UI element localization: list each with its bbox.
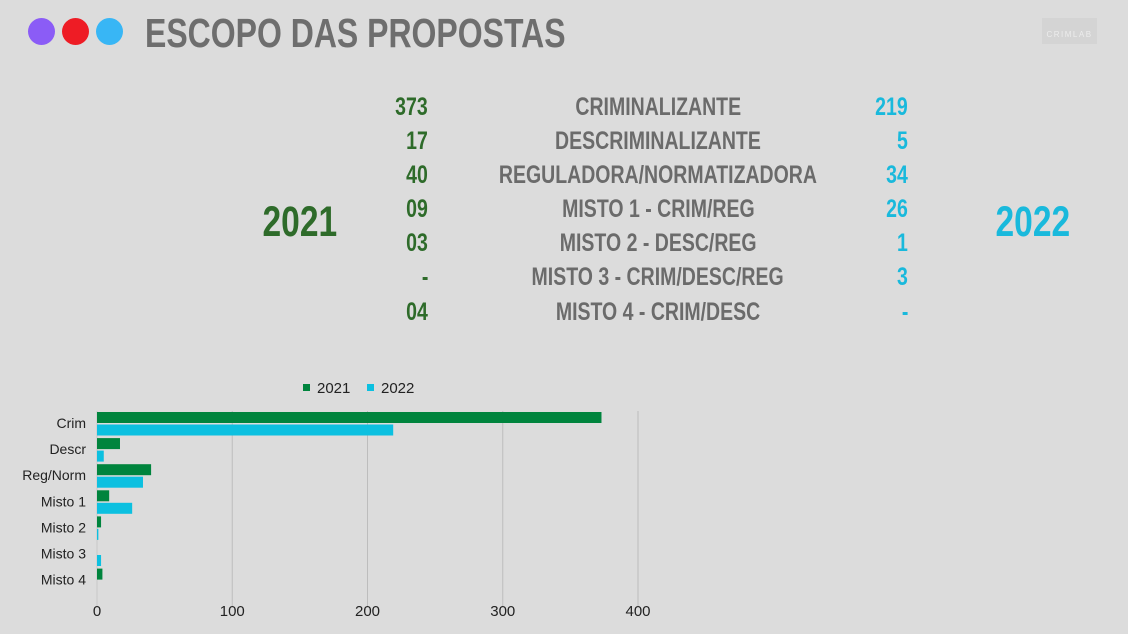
year-left: 2021 [262,198,338,246]
count-2022: 26 [886,195,908,223]
category-label: MISTO 3 - CRIM/DESC/REG [531,263,785,291]
count-2021: 373 [395,93,428,121]
blue-dot-icon [96,18,123,45]
bar-2021-Crim [97,412,602,423]
bar-chart: 0 100 200 300 400 Crim Descr Reg/Norm Misto 1 Mis… [22,380,650,620]
bar-2021-Misto 4 [97,568,103,580]
red-dot-icon [62,18,89,45]
page-title: ESCOPO DAS PROPOSTAS [145,10,566,56]
y-tick-label: Misto 1 [41,493,86,509]
category-label: DESCRIMINALIZANTE [555,127,761,155]
legend-swatch [303,384,310,391]
x-tick-label: 200 [355,603,380,620]
count-2021: 04 [406,298,428,326]
bar-2021-Misto 2 [97,516,102,528]
y-tick-label: Misto 4 [41,572,86,588]
x-tick-label: 400 [625,603,650,620]
y-tick-label: Misto 3 [41,546,86,562]
crimlab-logo: CRIMLAB [1042,18,1097,44]
y-tick-label: Crim [56,415,86,431]
category-label: REGULADORA/NORMATIZADORA [498,161,818,189]
y-tick-label: Misto 2 [41,519,86,535]
x-tick-label: 300 [490,603,515,620]
count-2021: - [421,263,428,291]
category-label: MISTO 2 - DESC/REG [559,229,757,257]
count-2022: 34 [886,161,908,189]
x-tick-label: 0 [93,603,101,620]
category-label: MISTO 4 - CRIM/DESC [555,298,761,326]
y-tick-label: Reg/Norm [22,467,86,483]
year-right: 2022 [995,198,1071,246]
purple-dot-icon [28,18,55,45]
count-2022: 5 [897,127,908,155]
bar-2021-Reg/Norm [97,464,152,476]
bar-2022-Descr [97,450,104,462]
count-2022: 219 [875,93,908,121]
bar-2022-Reg/Norm [97,476,143,488]
y-tick-label: Descr [49,441,86,457]
count-2021: 03 [406,229,428,257]
bar-2021-Misto 1 [97,490,110,502]
category-label: MISTO 1 - CRIM/REG [561,195,755,223]
count-2022: 3 [897,263,908,291]
legend-label: 2021 [317,380,350,397]
bar-2022-Misto 1 [97,502,133,514]
category-label: CRIMINALIZANTE [575,93,741,121]
count-2022: - [901,298,908,326]
count-2021: 40 [406,161,428,189]
x-tick-label: 100 [220,603,245,620]
count-2021: 17 [406,127,428,155]
bar-2021-Descr [97,438,120,450]
legend-label: 2022 [381,380,414,397]
legend-swatch [367,384,374,391]
count-2021: 09 [406,195,428,223]
count-2022: 1 [897,229,908,257]
bar-2022-Misto 3 [97,555,102,566]
bar-2022-Crim [97,424,394,436]
bar-2022-Misto 2 [97,528,99,540]
